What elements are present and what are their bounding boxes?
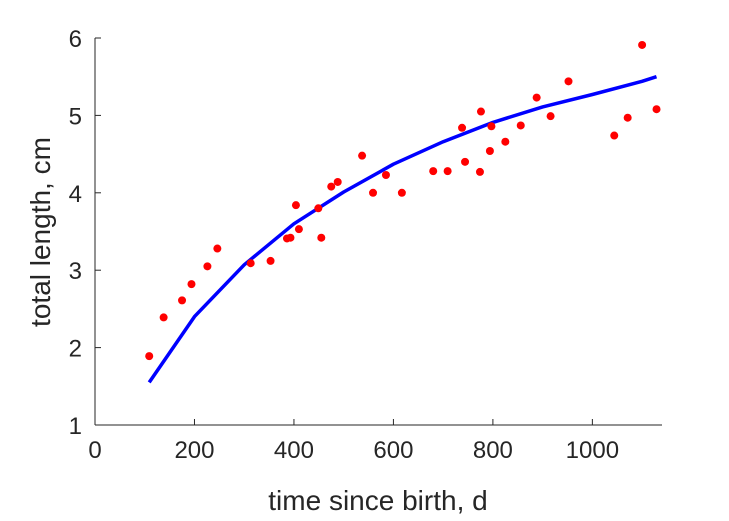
data-point (213, 244, 222, 253)
data-point (546, 112, 555, 121)
y-axis-label: total length, cm (25, 137, 56, 327)
data-point (203, 262, 212, 271)
y-tick-label: 4 (69, 181, 82, 208)
data-point (516, 121, 525, 130)
data-point (397, 188, 406, 197)
data-point (358, 151, 367, 160)
data-point (381, 170, 390, 179)
data-point (246, 259, 255, 268)
data-point (475, 167, 484, 176)
x-tick-label: 800 (473, 437, 513, 464)
data-point (294, 225, 303, 234)
data-point (610, 131, 619, 140)
data-point (369, 188, 378, 197)
data-point (638, 40, 647, 49)
data-point (476, 107, 485, 116)
data-point (159, 313, 168, 322)
x-tick-label: 400 (274, 437, 314, 464)
data-point (487, 122, 496, 131)
data-point (333, 177, 342, 186)
x-tick-label: 0 (88, 437, 101, 464)
data-point (178, 296, 187, 305)
data-point (266, 256, 275, 265)
axes (94, 38, 662, 426)
data-point (187, 280, 196, 289)
x-tick-label: 1000 (566, 437, 619, 464)
y-tick-label: 2 (69, 336, 82, 363)
y-tick-label: 3 (69, 258, 82, 285)
data-point (443, 167, 452, 176)
data-point (623, 113, 632, 122)
data-point (564, 77, 573, 86)
data-point (485, 147, 494, 156)
data-point (314, 204, 323, 213)
data-point (532, 93, 541, 102)
y-tick-label: 6 (69, 26, 82, 53)
x-axis-label: time since birth, d (268, 485, 487, 516)
fit-curve-line (147, 75, 658, 384)
data-point (317, 233, 326, 242)
data-point (429, 167, 438, 176)
series (145, 40, 661, 384)
ticks: 0 200 400 600 800 1000 1 2 3 4 5 6 (69, 26, 619, 464)
data-point (327, 182, 336, 191)
x-tick-label: 200 (174, 437, 214, 464)
data-point (291, 201, 300, 210)
data-point (145, 352, 154, 361)
data-point (286, 233, 295, 242)
x-tick-label: 600 (373, 437, 413, 464)
data-point (652, 105, 661, 114)
y-tick-label: 1 (69, 413, 82, 440)
data-point (461, 157, 470, 166)
y-tick-label: 5 (69, 103, 82, 130)
data-point (458, 123, 467, 132)
data-point (501, 137, 510, 146)
